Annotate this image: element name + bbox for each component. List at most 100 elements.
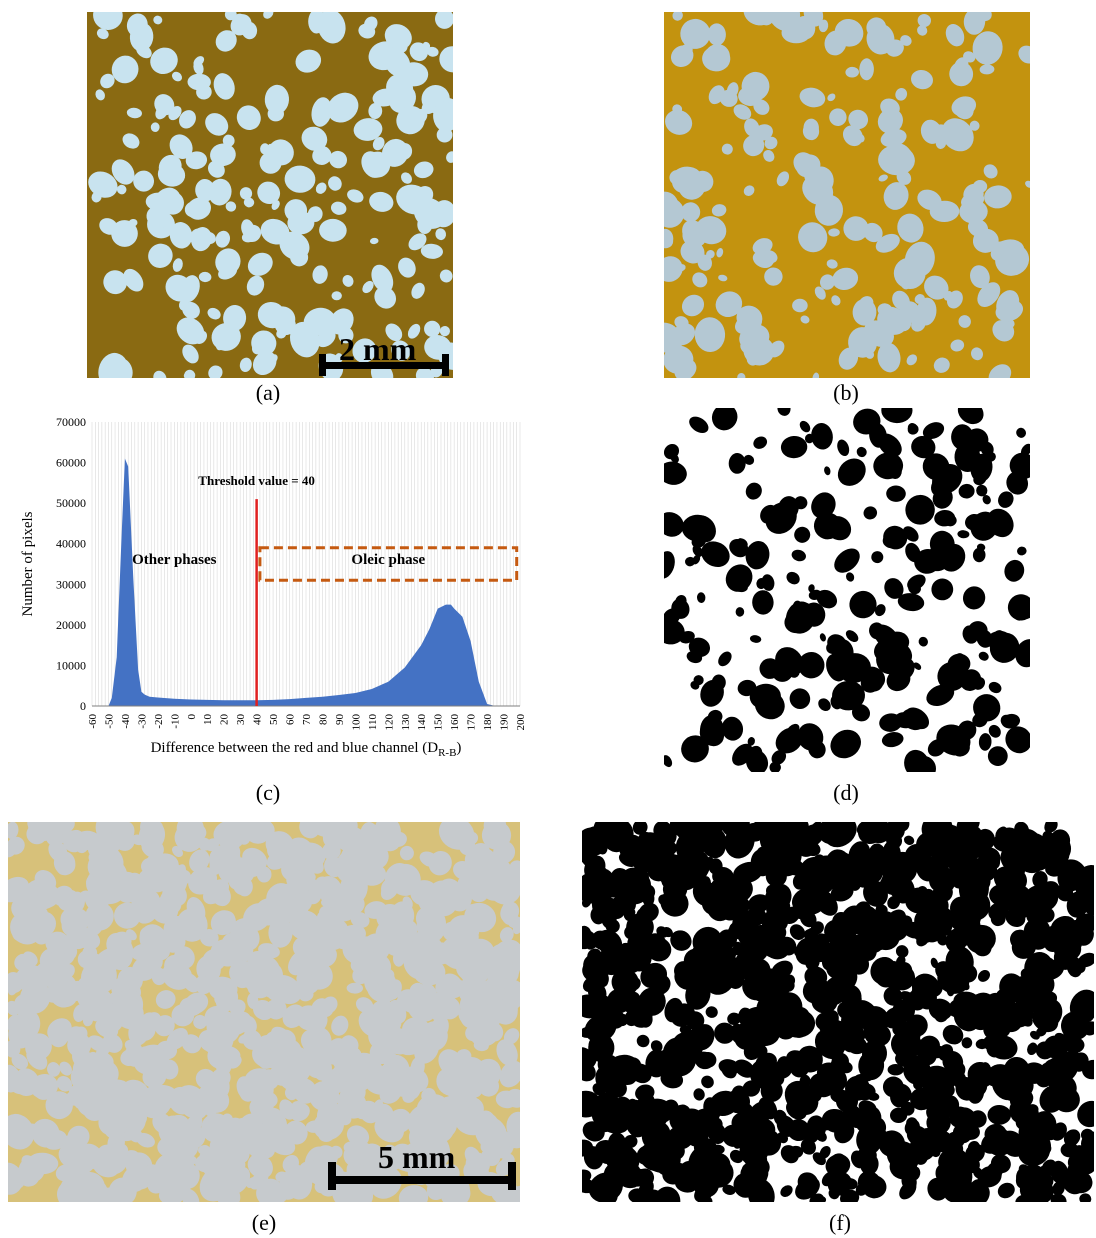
droplet xyxy=(941,118,974,152)
droplet xyxy=(701,856,714,867)
droplet xyxy=(876,645,903,675)
x-tick-label: 100 xyxy=(350,714,362,731)
droplet xyxy=(942,1024,964,1045)
droplet xyxy=(168,1164,194,1194)
droplet xyxy=(638,902,659,922)
droplet xyxy=(877,108,903,134)
droplet xyxy=(755,595,767,607)
x-tick-label: 190 xyxy=(499,714,511,731)
droplet xyxy=(922,1076,945,1103)
droplet xyxy=(292,1051,320,1076)
droplet xyxy=(686,850,711,880)
droplet xyxy=(711,408,738,431)
droplet xyxy=(198,271,212,283)
droplet xyxy=(802,122,820,141)
droplet xyxy=(381,878,398,899)
droplet xyxy=(416,906,447,943)
droplet xyxy=(315,182,327,194)
droplet xyxy=(842,125,863,147)
x-tick-label: 50 xyxy=(268,714,280,726)
droplet xyxy=(859,58,874,81)
droplet xyxy=(49,975,60,988)
x-tick-label: 60 xyxy=(285,714,297,726)
droplet xyxy=(963,183,984,206)
droplet xyxy=(845,572,855,582)
panel-e-droplets xyxy=(8,822,520,1202)
droplet xyxy=(692,272,708,288)
droplet xyxy=(421,101,436,114)
droplet xyxy=(301,126,328,151)
histogram-chart: 0 10000 20000 30000 40000 50000 60000 70000 -60… xyxy=(20,415,527,759)
droplet xyxy=(1081,1059,1094,1080)
droplet xyxy=(914,549,941,574)
droplet xyxy=(207,160,225,178)
droplet xyxy=(185,151,208,170)
droplet xyxy=(733,104,752,120)
droplet xyxy=(182,972,200,993)
droplet xyxy=(743,185,755,196)
droplet xyxy=(721,716,744,741)
droplet xyxy=(218,264,238,280)
droplet xyxy=(849,994,861,1007)
droplet xyxy=(792,298,808,313)
droplet xyxy=(334,924,364,950)
droplet xyxy=(268,139,294,166)
droplet xyxy=(256,1178,284,1202)
droplet xyxy=(747,1178,775,1202)
panel-b-droplets xyxy=(664,12,1030,378)
droplet xyxy=(358,1009,385,1038)
droplet xyxy=(83,1178,109,1202)
droplet xyxy=(903,526,919,542)
droplet xyxy=(1042,830,1055,845)
threshold-label: Threshold value = 40 xyxy=(198,473,315,488)
droplet xyxy=(79,1143,104,1170)
droplet xyxy=(28,822,59,842)
droplet xyxy=(582,925,592,941)
droplet xyxy=(26,991,41,1009)
droplet xyxy=(835,961,851,977)
droplet xyxy=(371,264,394,293)
droplet xyxy=(768,12,801,31)
droplet xyxy=(1021,981,1048,1006)
droplet xyxy=(599,1113,629,1134)
droplet xyxy=(419,1126,432,1142)
droplet xyxy=(264,84,290,115)
droplet xyxy=(111,55,139,84)
droplet xyxy=(1018,45,1030,64)
droplet xyxy=(155,990,176,1009)
droplet xyxy=(165,274,192,302)
droplet xyxy=(909,1166,921,1181)
droplet xyxy=(424,320,441,338)
droplet xyxy=(840,1030,857,1053)
droplet xyxy=(294,955,308,968)
y-tick-label: 50000 xyxy=(56,496,86,510)
droplet xyxy=(472,908,488,922)
droplet xyxy=(970,265,990,289)
droplet xyxy=(331,291,342,301)
droplet xyxy=(741,71,770,101)
droplet xyxy=(1079,1193,1092,1202)
droplet xyxy=(413,161,434,179)
droplet xyxy=(793,927,805,936)
droplet xyxy=(205,113,229,136)
droplet xyxy=(396,105,425,135)
droplet xyxy=(670,1003,696,1027)
droplet xyxy=(411,282,425,299)
droplet xyxy=(998,1008,1023,1033)
droplet xyxy=(725,564,753,592)
droplet xyxy=(352,338,377,363)
droplet xyxy=(657,1046,688,1071)
oleic-phase-box xyxy=(258,546,519,582)
droplet xyxy=(697,254,712,271)
droplet xyxy=(997,1182,1015,1199)
droplet xyxy=(583,1146,604,1170)
droplet xyxy=(958,483,975,499)
droplet xyxy=(784,1080,819,1116)
droplet xyxy=(208,178,232,206)
droplet xyxy=(305,1160,327,1186)
panel-b-emulsion-image xyxy=(664,12,1030,378)
droplet xyxy=(112,947,133,971)
droplet xyxy=(895,889,910,904)
droplet xyxy=(237,1016,253,1033)
droplet xyxy=(859,296,874,311)
